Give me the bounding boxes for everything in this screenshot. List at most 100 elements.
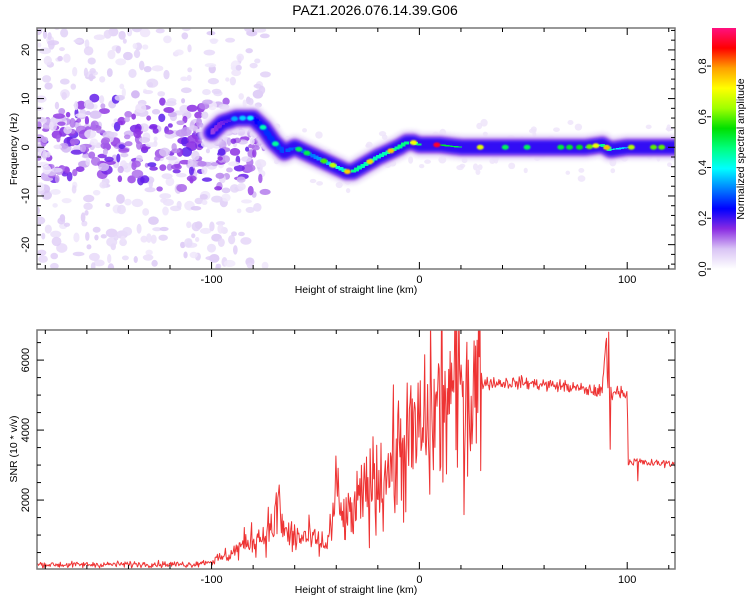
noise-blob <box>229 184 240 193</box>
noise-blob <box>221 193 231 202</box>
noise-blob <box>183 251 188 259</box>
noise-blob <box>249 62 258 69</box>
noise-blob <box>156 186 163 192</box>
noise-blob <box>59 47 65 52</box>
noise-blob <box>217 223 224 234</box>
noise-blob <box>83 194 95 203</box>
noise-blob <box>194 111 203 119</box>
noise-blob <box>107 253 112 264</box>
spectrogram-x-ticks: -100 0 100 <box>44 28 670 286</box>
noise-blob <box>188 125 198 131</box>
noise-blob <box>238 93 244 100</box>
noise-blob <box>237 183 246 191</box>
noise-blob <box>148 179 153 189</box>
noise-blob <box>145 249 153 256</box>
noise-blob <box>472 163 479 171</box>
spectrogram-y-ticks: -20 -10 0 10 20 <box>20 29 675 265</box>
noise-blob <box>141 146 147 151</box>
noise-blob <box>115 58 127 66</box>
noise-blob <box>105 228 118 238</box>
noise-blob <box>165 155 178 161</box>
noise-blob <box>180 241 186 249</box>
noise-blob <box>104 156 114 162</box>
ridge-peak <box>603 145 611 151</box>
ridge-peak <box>501 144 509 150</box>
noise-blob <box>184 238 193 248</box>
noise-blob <box>93 34 106 41</box>
colorbar-ticks: 0.0 0.2 0.4 0.6 0.8 <box>697 58 711 277</box>
snr-x-label: Height of straight line (km) <box>295 584 418 596</box>
noise-blob <box>210 38 218 44</box>
ridge-peak <box>523 144 531 150</box>
noise-blob <box>56 134 61 143</box>
noise-blob <box>158 147 171 157</box>
noise-blob <box>206 243 217 253</box>
noise-blob <box>254 58 261 64</box>
noise-blob <box>143 65 152 73</box>
snr-y-ticks: 2000 4000 6000 <box>20 342 675 554</box>
noise-blob <box>101 137 111 144</box>
noise-blob <box>181 32 189 40</box>
noise-blob <box>72 168 78 177</box>
noise-blob <box>231 231 237 237</box>
noise-blob <box>124 198 132 206</box>
noise-blob <box>201 177 213 182</box>
colorbar: 0.0 0.2 0.4 0.6 0.8 Normalized spectral ampl… <box>697 28 747 277</box>
noise-blob <box>65 111 71 118</box>
noise-blob <box>122 226 133 236</box>
noise-blob <box>144 187 156 193</box>
noise-blob <box>138 60 145 71</box>
noise-blob <box>171 163 182 171</box>
noise-blob <box>211 195 223 203</box>
noise-blob <box>217 156 223 161</box>
noise-blob <box>117 116 126 126</box>
noise-blob <box>186 175 197 182</box>
noise-blob <box>133 49 141 59</box>
noise-blob <box>44 224 52 234</box>
noise-blob <box>241 156 252 162</box>
noise-blob <box>39 47 52 55</box>
noise-blob <box>63 126 72 135</box>
noise-blob <box>574 123 583 131</box>
noise-blob <box>52 203 58 208</box>
ridge-peak <box>303 150 311 156</box>
noise-blob <box>47 32 52 41</box>
noise-blob <box>98 162 110 172</box>
noise-blob <box>316 181 324 186</box>
noise-blob <box>56 243 68 253</box>
noise-blob <box>49 121 54 130</box>
noise-blob <box>153 136 158 142</box>
spectrogram-y-tick-label: 10 <box>20 92 32 104</box>
ridge-peak <box>366 159 374 165</box>
noise-blob <box>63 53 71 63</box>
noise-blob <box>161 173 173 180</box>
noise-blob <box>181 147 193 157</box>
colorbar-scale <box>712 28 736 269</box>
noise-blob <box>124 141 133 147</box>
noise-blob <box>236 208 242 214</box>
snr-series-line <box>37 330 675 569</box>
noise-blob <box>230 138 237 144</box>
noise-blob <box>233 164 245 172</box>
noise-blob <box>73 39 83 44</box>
noise-blob <box>408 156 414 164</box>
noise-blob <box>226 137 232 146</box>
noise-blob <box>195 237 200 242</box>
snr-x-tick-label: -100 <box>201 574 223 586</box>
noise-blob <box>508 162 516 170</box>
noise-blob <box>118 30 126 40</box>
noise-blob <box>50 262 59 269</box>
noise-blob <box>63 222 71 227</box>
noise-blob <box>75 113 86 118</box>
noise-blob <box>181 28 192 32</box>
noise-blob <box>127 175 136 184</box>
noise-blob <box>83 67 89 78</box>
noise-blob <box>215 221 226 226</box>
noise-blob <box>44 82 53 90</box>
ridge-peak <box>658 144 666 150</box>
noise-blob <box>100 234 107 239</box>
spectrogram-frame <box>36 27 676 270</box>
noise-blob <box>245 146 250 152</box>
noise-blob <box>113 121 121 132</box>
noise-blob <box>86 244 92 250</box>
